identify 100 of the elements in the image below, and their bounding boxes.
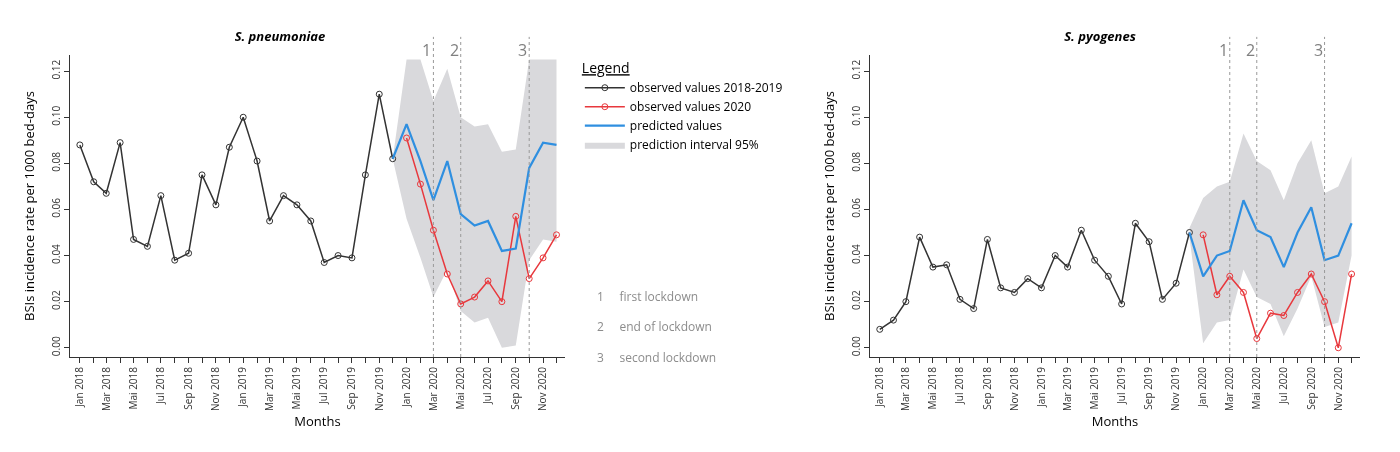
point [1037, 284, 1045, 292]
point [876, 325, 884, 333]
x-tick-label: Sep 2020 [508, 366, 523, 410]
point [916, 233, 924, 241]
point [1145, 238, 1153, 246]
point [116, 139, 124, 147]
x-tick-label: Mai 2020 [1249, 366, 1264, 410]
point [1267, 309, 1275, 317]
point [1213, 291, 1221, 299]
y-tick-label: 0.08 [849, 151, 863, 172]
point [225, 143, 233, 151]
x-axis-title: Months [1091, 411, 1139, 430]
point [348, 254, 356, 262]
x-tick-label: Jan 2018 [872, 366, 886, 408]
point [983, 235, 991, 243]
point [1185, 229, 1193, 237]
point [1199, 231, 1207, 239]
y-tick-label: 0.12 [849, 59, 863, 80]
point [889, 316, 897, 324]
point [1307, 270, 1315, 278]
y-tick-label: 0.02 [49, 290, 63, 311]
point [389, 155, 397, 163]
point [1131, 219, 1139, 227]
ref-line-label: 1 [422, 39, 432, 61]
x-tick-label: Mar 2020 [1222, 366, 1236, 412]
y-tick-label: 0.06 [849, 197, 863, 218]
x-tick-label: Jul 2019 [316, 366, 331, 405]
y-tick-label: 0.02 [849, 290, 863, 311]
point [239, 113, 247, 121]
x-tick-label: Mar 2019 [261, 366, 276, 412]
x-tick-label: Mai 2019 [289, 366, 304, 410]
x-tick-label: Sep 2019 [344, 366, 359, 410]
point [429, 226, 437, 234]
text: 3 second lockdown [597, 349, 717, 366]
ref-line-label: 3 [518, 39, 528, 61]
point [902, 298, 910, 306]
point [1064, 263, 1072, 271]
point [1091, 256, 1099, 264]
chart-title: S. pyogenes [1064, 26, 1136, 45]
point [484, 277, 492, 285]
x-tick-label: Jul 2018 [952, 366, 967, 405]
point [1334, 344, 1342, 352]
point [212, 201, 220, 209]
point [198, 171, 206, 179]
x-tick-label: Jul 2018 [153, 366, 168, 405]
point [416, 180, 424, 188]
y-tick-label: 0.04 [49, 243, 63, 264]
point [1321, 298, 1329, 306]
point [1118, 300, 1126, 308]
point [929, 263, 937, 271]
point [279, 192, 287, 200]
legend-label: predicted values [629, 117, 723, 135]
x-tick-label: Mai 2020 [452, 366, 467, 410]
point [512, 212, 520, 220]
point [457, 300, 465, 308]
text: prediction interval 95% [629, 136, 759, 154]
point [1348, 270, 1356, 278]
x-tick-label: Jul 2019 [1113, 366, 1128, 405]
y-tick-label: 0.10 [49, 105, 63, 126]
text: 2 end of lockdown [597, 318, 712, 335]
x-tick-label: Jan 2019 [1033, 366, 1048, 408]
point [1077, 226, 1085, 234]
point [1158, 295, 1166, 303]
point [293, 201, 301, 209]
text: 1 first lockdown [597, 288, 699, 305]
point [1104, 272, 1112, 280]
x-tick-label: Jan 2020 [398, 366, 413, 408]
point [375, 90, 383, 98]
point [1294, 288, 1302, 296]
x-tick-label: Mar 2020 [425, 366, 440, 412]
point [403, 134, 411, 142]
point [1253, 335, 1261, 343]
chart-title: S. pneumoniae [234, 26, 326, 45]
point [1024, 275, 1032, 283]
point [1010, 288, 1018, 296]
x-tick-label: Sep 2018 [180, 366, 195, 410]
point [130, 235, 138, 243]
point [76, 141, 84, 149]
point [334, 252, 342, 260]
point [253, 157, 261, 165]
point [307, 217, 315, 225]
line-series [391, 123, 558, 253]
x-tick-label: Nov 2020 [535, 366, 550, 412]
legend-label: observed values 2020 [629, 98, 752, 116]
x-tick-label: Nov 2020 [1330, 366, 1345, 412]
ref-line-label: 2 [450, 39, 460, 61]
x-tick-label: Mar 2018 [98, 366, 113, 412]
x-tick-label: Jan 2020 [1195, 366, 1210, 408]
legend-label: observed values 2018-2019 [629, 79, 783, 97]
point [157, 192, 165, 200]
x-tick-label: Sep 2018 [979, 366, 994, 410]
point [1226, 272, 1234, 280]
point [1172, 279, 1180, 287]
point [90, 178, 98, 186]
y-tick-label: 0.00 [49, 336, 63, 357]
ref-line-label: 2 [1246, 39, 1256, 61]
point [471, 293, 479, 301]
y-tick-label: 0.08 [49, 151, 63, 172]
point [970, 305, 978, 313]
x-tick-label: Nov 2018 [1006, 366, 1021, 412]
